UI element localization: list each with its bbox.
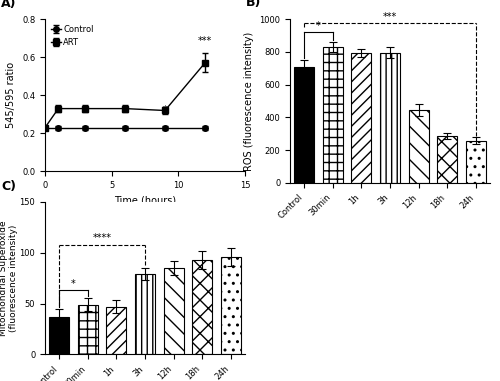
Text: ***: *** <box>383 11 397 21</box>
Text: *: * <box>162 106 168 115</box>
Bar <box>408 110 428 183</box>
Bar <box>106 307 126 354</box>
Bar <box>437 136 457 183</box>
Bar <box>352 53 372 183</box>
Bar <box>294 67 314 183</box>
Legend: Control, ART: Control, ART <box>49 23 96 49</box>
Text: C): C) <box>1 180 16 193</box>
Bar <box>323 47 343 183</box>
Bar <box>220 257 240 354</box>
Text: A): A) <box>1 0 16 10</box>
Text: *: * <box>56 106 60 115</box>
Bar <box>466 141 485 183</box>
Bar <box>192 260 212 354</box>
Bar <box>164 268 184 354</box>
Text: B): B) <box>246 0 262 9</box>
Text: ***: *** <box>198 36 212 46</box>
Y-axis label: Mitochondrial Superoxide
(fluorescence intensity): Mitochondrial Superoxide (fluorescence i… <box>0 220 18 336</box>
Y-axis label: 545/595 ratio: 545/595 ratio <box>6 62 16 128</box>
Bar <box>78 304 98 354</box>
Y-axis label: ROS (fluorescence intensity): ROS (fluorescence intensity) <box>244 31 254 171</box>
X-axis label: Time (hours): Time (hours) <box>114 196 176 206</box>
Text: ****: **** <box>92 232 112 243</box>
Text: *: * <box>122 106 128 115</box>
Text: *: * <box>71 279 76 289</box>
Text: *: * <box>82 106 87 115</box>
Bar <box>50 317 70 354</box>
Bar <box>135 274 155 354</box>
Bar <box>380 53 400 183</box>
Text: *: * <box>316 21 321 30</box>
